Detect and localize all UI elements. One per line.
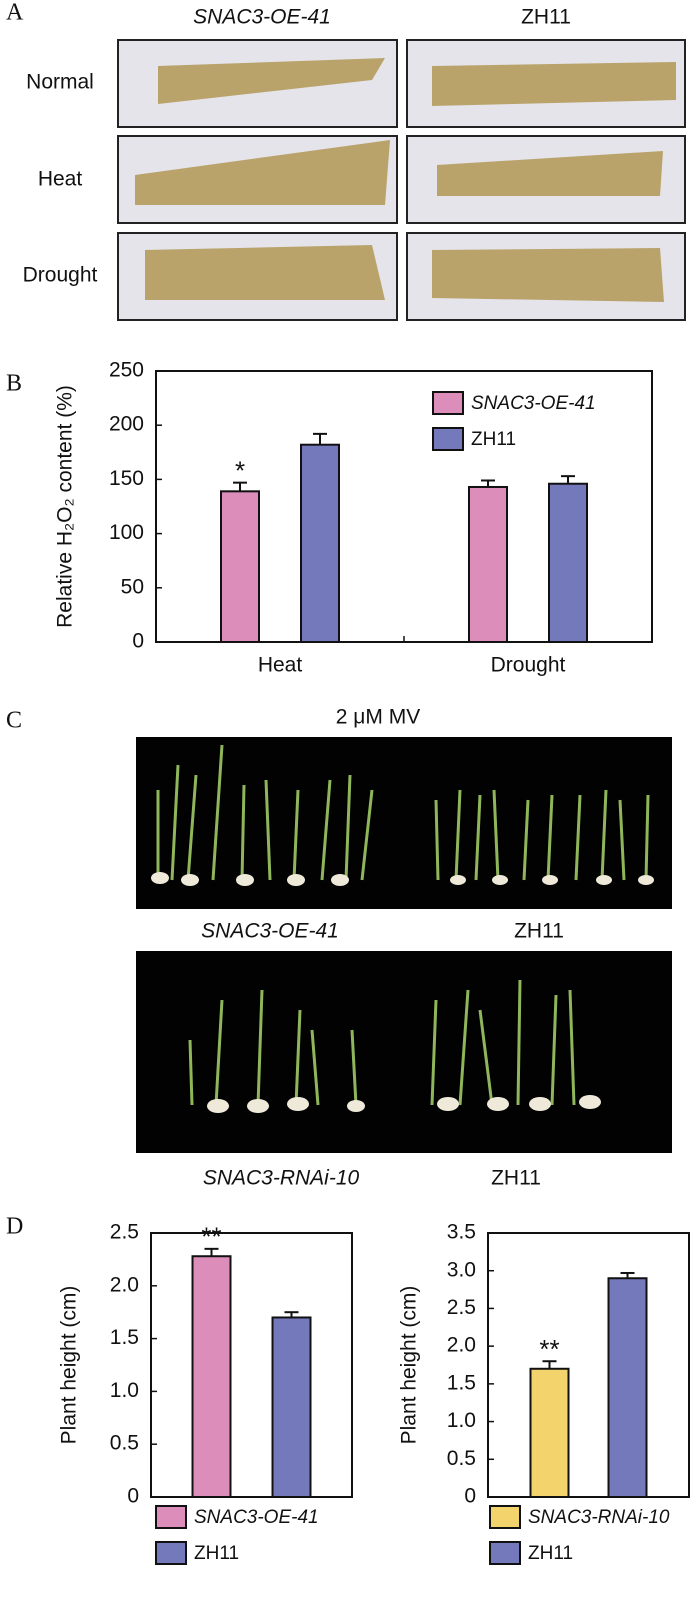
y-tick-label: 2.5 — [447, 1296, 476, 1319]
seedling-photos — [136, 737, 672, 1153]
bar — [271, 1316, 312, 1498]
y-tick-label: 250 — [109, 359, 144, 382]
y-tick-label: 3.0 — [447, 1258, 476, 1281]
column-label: SNAC3-OE-41 — [193, 6, 331, 29]
y-axis-label: Relative H₂O₂ content (%) — [54, 385, 77, 628]
plot-frame — [487, 1232, 690, 1498]
legend-label: SNAC3-RNAi-10 — [528, 1507, 670, 1528]
legend-label: ZH11 — [194, 1543, 239, 1564]
y-tick-label: 1.0 — [110, 1379, 139, 1402]
x-tick-label: Heat — [258, 654, 303, 677]
bar — [220, 490, 260, 643]
x-tick-label: Drought — [491, 654, 566, 677]
legend-label: ZH11 — [528, 1543, 573, 1564]
bar — [191, 1255, 232, 1499]
legend-swatch — [155, 1505, 187, 1529]
legend-swatch — [489, 1505, 521, 1529]
y-tick-label: 50 — [121, 575, 144, 598]
row-label: Drought — [23, 264, 98, 287]
y-tick-label: 1.5 — [110, 1326, 139, 1349]
y-tick-label: 3.5 — [447, 1221, 476, 1244]
leaf-photos — [117, 39, 686, 321]
y-tick-label: 2.0 — [447, 1334, 476, 1357]
y-tick-label: 200 — [109, 413, 144, 436]
y-tick-label: 1.5 — [447, 1371, 476, 1394]
y-tick-label: 150 — [109, 467, 144, 490]
significance-label: ** — [201, 1222, 221, 1252]
panel-label: A — [6, 0, 24, 26]
row-label: Heat — [38, 168, 83, 191]
sample-label: ZH11 — [514, 920, 564, 943]
significance-label: ** — [539, 1334, 559, 1364]
y-tick-label: 2.5 — [110, 1221, 139, 1244]
column-label: ZH11 — [521, 6, 571, 29]
legend-swatch — [432, 427, 464, 451]
sample-label: ZH11 — [491, 1167, 541, 1190]
legend-label: ZH11 — [471, 429, 516, 450]
bar — [529, 1367, 570, 1499]
y-tick-label: 0 — [132, 630, 144, 653]
panel-title: 2 μM MV — [336, 706, 420, 729]
bar — [468, 485, 508, 643]
y-tick-label: 0 — [464, 1485, 476, 1508]
panel-label: C — [6, 708, 22, 734]
legend-label: SNAC3-OE-41 — [194, 1507, 319, 1528]
sample-label: SNAC3-RNAi-10 — [203, 1167, 360, 1190]
bar — [607, 1277, 648, 1499]
sample-label: SNAC3-OE-41 — [201, 920, 339, 943]
y-axis-label: Plant height (cm) — [398, 1286, 421, 1445]
y-tick-label: 0 — [127, 1485, 139, 1508]
legend-swatch — [155, 1541, 187, 1565]
bar — [548, 482, 588, 643]
plot-frame — [150, 1232, 353, 1498]
y-tick-label: 100 — [109, 521, 144, 544]
panel-label: D — [6, 1214, 23, 1240]
y-tick-label: 1.0 — [447, 1409, 476, 1432]
legend-swatch — [432, 391, 464, 415]
panel-label: B — [6, 371, 22, 397]
row-label: Normal — [26, 71, 94, 94]
bar — [300, 443, 340, 643]
significance-label: * — [235, 456, 245, 486]
y-tick-label: 2.0 — [110, 1273, 139, 1296]
y-tick-label: 0.5 — [110, 1432, 139, 1455]
legend-swatch — [489, 1541, 521, 1565]
y-tick-label: 0.5 — [447, 1447, 476, 1470]
legend-label: SNAC3-OE-41 — [471, 393, 596, 414]
y-axis-label: Plant height (cm) — [58, 1286, 81, 1445]
